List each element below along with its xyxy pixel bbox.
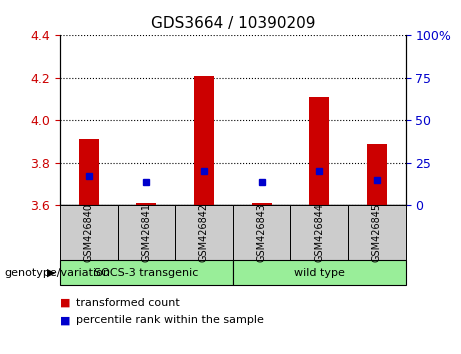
Title: GDS3664 / 10390209: GDS3664 / 10390209 [151,16,315,32]
Text: GSM426840: GSM426840 [84,203,94,262]
Bar [79,139,99,205]
Text: GSM426842: GSM426842 [199,203,209,262]
Text: GSM426843: GSM426843 [257,203,266,262]
Text: GSM426844: GSM426844 [314,203,324,262]
Bar [309,97,329,205]
Text: genotype/variation: genotype/variation [5,268,111,278]
Text: ■: ■ [60,298,71,308]
Bar [136,203,156,205]
Text: wild type: wild type [294,268,345,278]
Bar [252,203,272,205]
Text: ■: ■ [60,315,71,325]
Text: SOCS-3 transgenic: SOCS-3 transgenic [94,268,199,278]
Text: transformed count: transformed count [76,298,180,308]
Bar [194,76,214,205]
Text: percentile rank within the sample: percentile rank within the sample [76,315,264,325]
Bar [367,144,387,205]
Text: ▶: ▶ [47,268,55,278]
Text: GSM426845: GSM426845 [372,203,382,262]
Text: GSM426841: GSM426841 [142,203,151,262]
